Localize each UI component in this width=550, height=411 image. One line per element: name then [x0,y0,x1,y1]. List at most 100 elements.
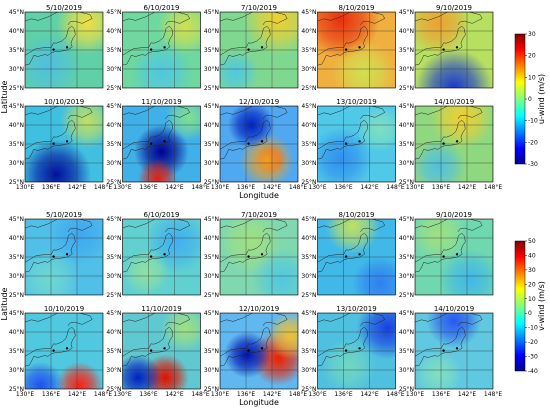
coastline [220,12,253,22]
lat-tick-label: 35°N [106,254,121,261]
lat-tick-label: 30°N [9,66,24,73]
lat-tick-label: 30°N [399,66,414,73]
coastline [25,12,58,22]
field [317,106,396,182]
field [122,106,201,182]
panel-title: 13/10/2019 [336,98,376,106]
field-blob [25,34,80,88]
lat-tick-label: 40°N [399,28,414,35]
field-blob [415,12,470,55]
lon-tick-label: 130°E [113,184,131,191]
panel-title: 8/10/2019 [339,4,375,12]
panel-title: 13/10/2019 [336,305,376,313]
coastline [457,106,483,120]
lat-tick-label: 40°N [204,28,219,35]
field [122,12,201,88]
city [260,46,264,49]
colorbar-tick-label: -10 [528,118,538,125]
lat-tick-label: 45°N [399,216,414,223]
coastline [165,313,191,327]
field-blob [430,106,493,149]
coastline [415,219,448,229]
panel-title: 8/10/2019 [339,211,375,219]
coastline [415,106,448,116]
lat-tick-label: 35°N [301,47,316,54]
lon-tick-label: 148°E [386,391,404,398]
lon-tick-label: 130°E [406,184,424,191]
coastline [122,106,156,116]
lat-tick-label: 45°N [399,103,414,110]
coastline [25,326,76,367]
lat-tick-label: 45°N [204,9,219,16]
coastline [457,219,483,233]
coastline [360,219,386,233]
lat-tick-label: 45°N [204,103,219,110]
lat-tick-label: 25°N [9,386,24,393]
field [317,12,396,88]
colorbar-tick-label: -20 [528,139,538,146]
lon-tick-label: 136°E [237,391,255,398]
lat-tick-label: 30°N [106,273,121,280]
lon-tick-label: 142°E [68,391,86,398]
colorbar-tick-label: 0 [528,96,532,103]
lat-tick-label: 30°N [204,273,219,280]
panel-frame [122,11,201,89]
field [25,106,103,182]
coastline [220,106,253,116]
coastline [317,326,369,367]
coastline [220,25,271,66]
field [415,219,493,295]
lon-tick-label: 142°E [360,184,378,191]
lat-tick-label: 35°N [204,141,219,148]
lat-tick-label: 25°N [9,85,24,92]
panel-frame [122,312,201,390]
lat-tick-label: 40°N [106,28,121,35]
lon-tick-label: 142°E [263,391,281,398]
colorbar-label: u-wind (m/s) [537,74,546,124]
panel-title: 10/10/2019 [44,98,84,106]
lon-tick-label: 148°E [289,391,307,398]
city [149,255,153,258]
colorbar-tick-label: 40 [528,252,536,259]
city [455,140,459,143]
lat-tick-label: 30°N [9,273,24,280]
panel-title: 6/10/2019 [144,211,180,219]
city [163,140,166,143]
field-blob [165,106,201,141]
coastline [122,232,174,273]
lat-tick-label: 25°N [9,179,24,186]
lon-tick-label: 148°E [484,391,502,398]
map-panel: 5/10/2019 45°N 40°N 35°N 30°N 25°N [9,211,104,299]
city [65,253,69,256]
lon-tick-label: 130°E [211,391,229,398]
coastline [262,106,288,120]
lon-tick-label: 148°E [191,391,209,398]
city [442,349,445,352]
coastline [360,106,386,120]
colorbar-tick-label: -30 [528,354,538,361]
field [122,313,201,389]
city [455,253,459,256]
city [163,46,166,49]
lon-tick-label: 130°E [406,391,424,398]
lat-tick-label: 25°N [301,386,316,393]
y-axis-label: Latitude [0,287,9,320]
coastline [262,313,288,327]
lat-tick-label: 30°N [301,367,316,374]
coastline [220,219,253,229]
field-blob [25,248,80,295]
lat-tick-label: 45°N [9,103,24,110]
lat-tick-label: 35°N [399,348,414,355]
coastline [25,119,76,160]
field-blob [161,313,201,352]
lon-tick-label: 130°E [113,391,131,398]
coastline [122,219,156,229]
field-blob [415,139,466,182]
city [260,140,264,143]
map-panel: 6/10/2019 45°N 40°N 35°N 30°N 25°N [106,4,201,92]
colorbar [514,33,526,165]
coastline [317,106,351,116]
